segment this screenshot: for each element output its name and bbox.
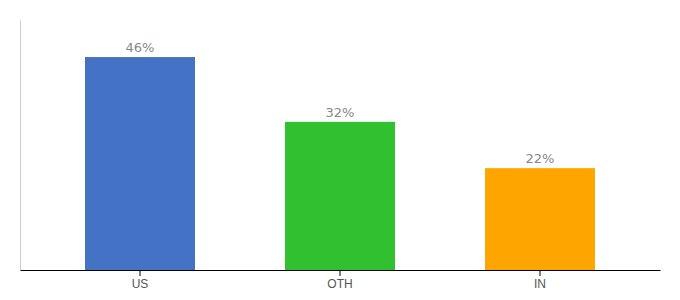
data-label: 46%: [126, 40, 155, 55]
x-tick-label: IN: [534, 277, 546, 291]
x-tick: OTH: [327, 270, 352, 291]
bars: [85, 57, 595, 270]
x-tick-label: OTH: [327, 277, 352, 291]
y-axis: [20, 21, 21, 271]
chart: US OTH IN 46% 32% 22%: [0, 0, 680, 300]
x-tick: IN: [534, 270, 546, 291]
y-axis-line: [20, 21, 21, 271]
plot: US OTH IN 46% 32% 22%: [21, 21, 661, 291]
x-tick: US: [132, 270, 149, 291]
bar: [85, 57, 195, 270]
x-tick-label: US: [132, 277, 149, 291]
bar: [485, 168, 595, 270]
x-axis: US OTH IN: [21, 270, 661, 291]
x-tick-mark: [540, 270, 541, 276]
data-labels: 46% 32% 22%: [126, 40, 555, 166]
data-label: 22%: [526, 151, 555, 166]
x-tick-mark: [140, 270, 141, 276]
bar: [285, 122, 395, 270]
data-label: 32%: [326, 105, 355, 120]
x-tick-mark: [340, 270, 341, 276]
